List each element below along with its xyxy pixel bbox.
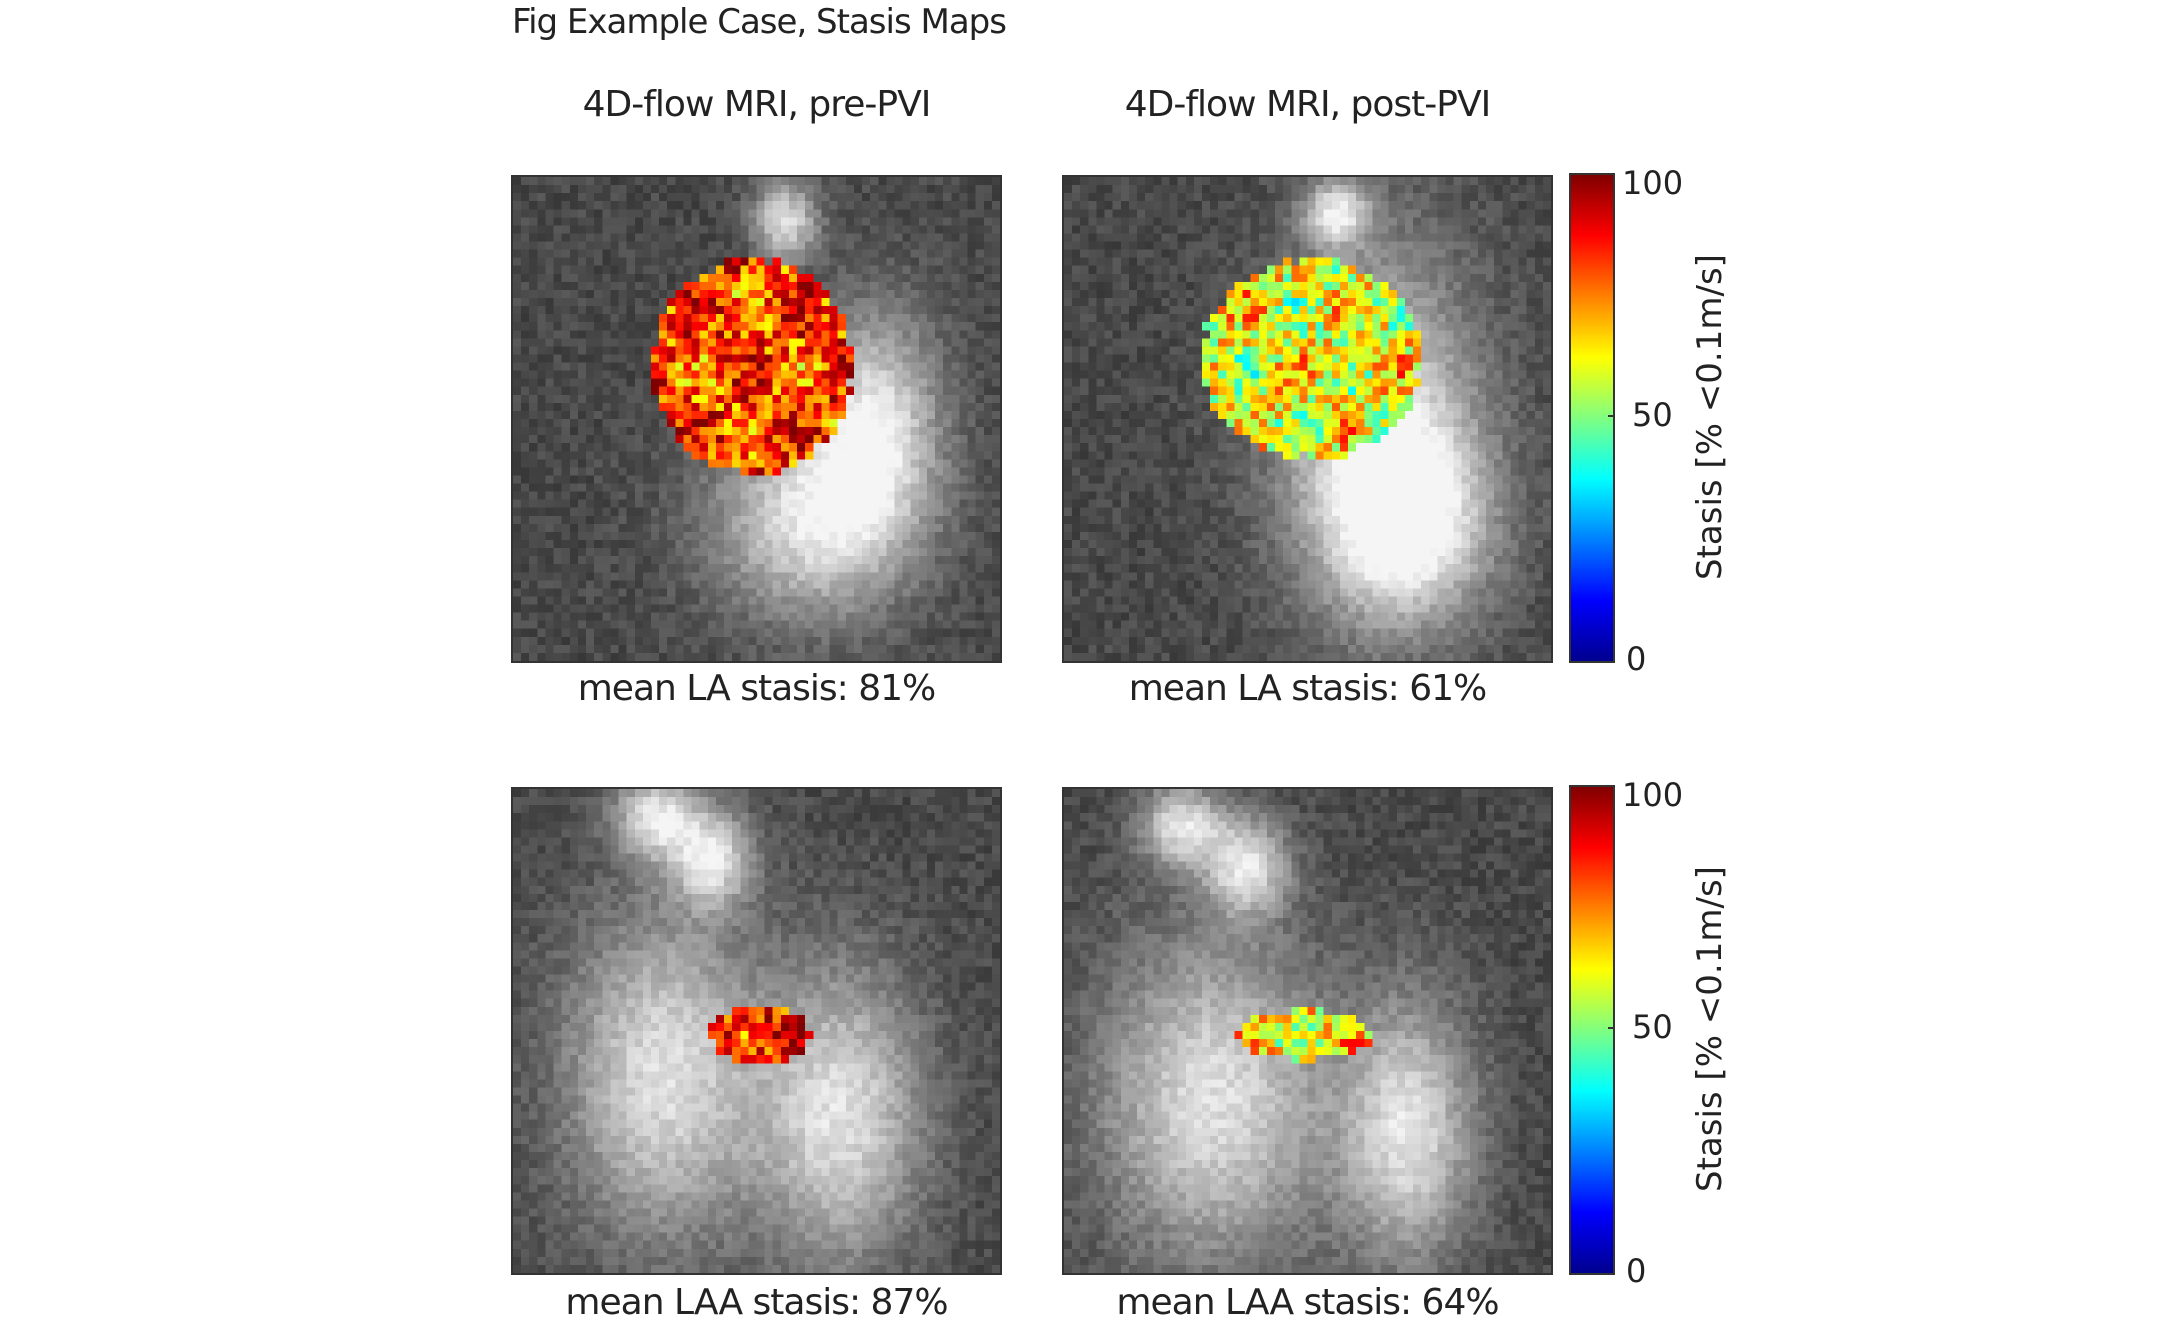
figure-title: Fig Example Case, Stasis Maps [512, 2, 1007, 42]
colorbar-tick-50: 50 [1632, 1008, 1673, 1046]
laa-pre-stasis-map [511, 787, 1002, 1275]
colorbar-tick-0: 0 [1626, 640, 1647, 678]
colorbar-tick-100: 100 [1622, 776, 1684, 814]
colorbar-tick-mark [1608, 1027, 1614, 1029]
column-title-pre: 4D-flow MRI, pre-PVI [582, 84, 932, 125]
caption-la-pre: mean LA stasis: 81% [577, 668, 937, 709]
colorbar-label: Stasis [% <0.1m/s] [1690, 866, 1730, 1192]
colorbar-tick-mark [1608, 415, 1614, 417]
la-pre-stasis-map [511, 175, 1002, 663]
colorbar-tick-100: 100 [1622, 164, 1684, 202]
la-post-stasis-map [1062, 175, 1553, 663]
colorbar-top [1569, 173, 1615, 663]
laa-post-stasis-map [1062, 787, 1553, 1275]
colorbar-tick-0: 0 [1626, 1252, 1647, 1290]
column-title-post: 4D-flow MRI, post-PVI [1124, 84, 1491, 125]
colorbar-tick-50: 50 [1632, 396, 1673, 434]
caption-laa-post: mean LAA stasis: 64% [1116, 1282, 1499, 1323]
colorbar-label: Stasis [% <0.1m/s] [1690, 254, 1730, 580]
caption-la-post: mean LA stasis: 61% [1128, 668, 1488, 709]
caption-laa-pre: mean LAA stasis: 87% [565, 1282, 948, 1323]
colorbar-bottom [1569, 785, 1615, 1275]
